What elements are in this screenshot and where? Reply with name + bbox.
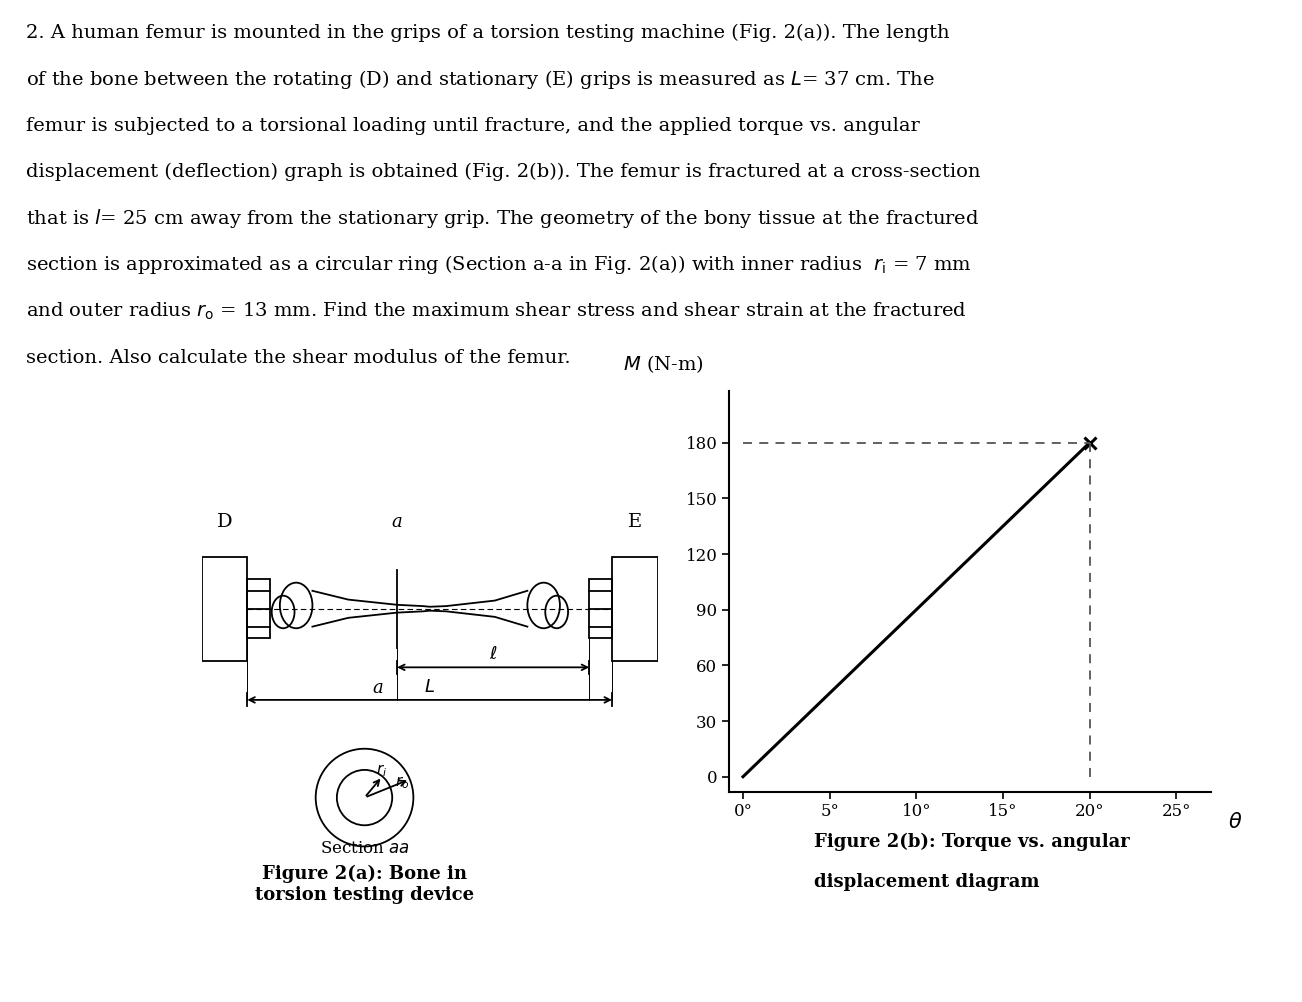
Text: femur is subjected to a torsional loading until fracture, and the applied torque: femur is subjected to a torsional loadin… [26,117,919,135]
Text: 2. A human femur is mounted in the grips of a torsion testing machine (Fig. 2(a): 2. A human femur is mounted in the grips… [26,24,949,42]
Bar [590,579,612,638]
Text: that is $l$= 25 cm away from the stationary grip. The geometry of the bony tissu: that is $l$= 25 cm away from the station… [26,207,979,230]
Text: section is approximated as a circular ring (Section a-a in Fig. 2(a)) with inner: section is approximated as a circular ri… [26,254,971,277]
Text: Figure 2(a): Bone in: Figure 2(a): Bone in [262,865,467,883]
Text: $\ell$: $\ell$ [488,645,497,663]
Bar [202,557,247,661]
Text: displacement diagram: displacement diagram [814,873,1039,891]
Text: $\theta$: $\theta$ [1228,812,1242,832]
Text: Figure 2(b): Torque vs. angular: Figure 2(b): Torque vs. angular [814,833,1130,851]
Text: D: D [216,513,232,531]
Text: torsion testing device: torsion testing device [255,886,474,904]
Text: a: a [372,679,383,697]
Text: a: a [392,513,402,531]
Text: $r_o$: $r_o$ [396,775,410,791]
Text: of the bone between the rotating (D) and stationary (E) grips is measured as $L$: of the bone between the rotating (D) and… [26,68,935,91]
Text: $r_i$: $r_i$ [376,763,387,780]
Bar [612,557,658,661]
Text: $M$ (N-m): $M$ (N-m) [624,353,704,375]
Text: E: E [628,513,642,531]
Text: Section $aa$: Section $aa$ [319,840,409,857]
Text: and outer radius $r_\mathrm{o}$ = 13 mm. Find the maximum shear stress and shear: and outer radius $r_\mathrm{o}$ = 13 mm.… [26,301,967,322]
Bar [247,579,270,638]
Text: displacement (deflection) graph is obtained (Fig. 2(b)). The femur is fractured : displacement (deflection) graph is obtai… [26,163,980,181]
Text: $L$: $L$ [424,677,435,695]
Text: section. Also calculate the shear modulus of the femur.: section. Also calculate the shear modulu… [26,349,570,367]
